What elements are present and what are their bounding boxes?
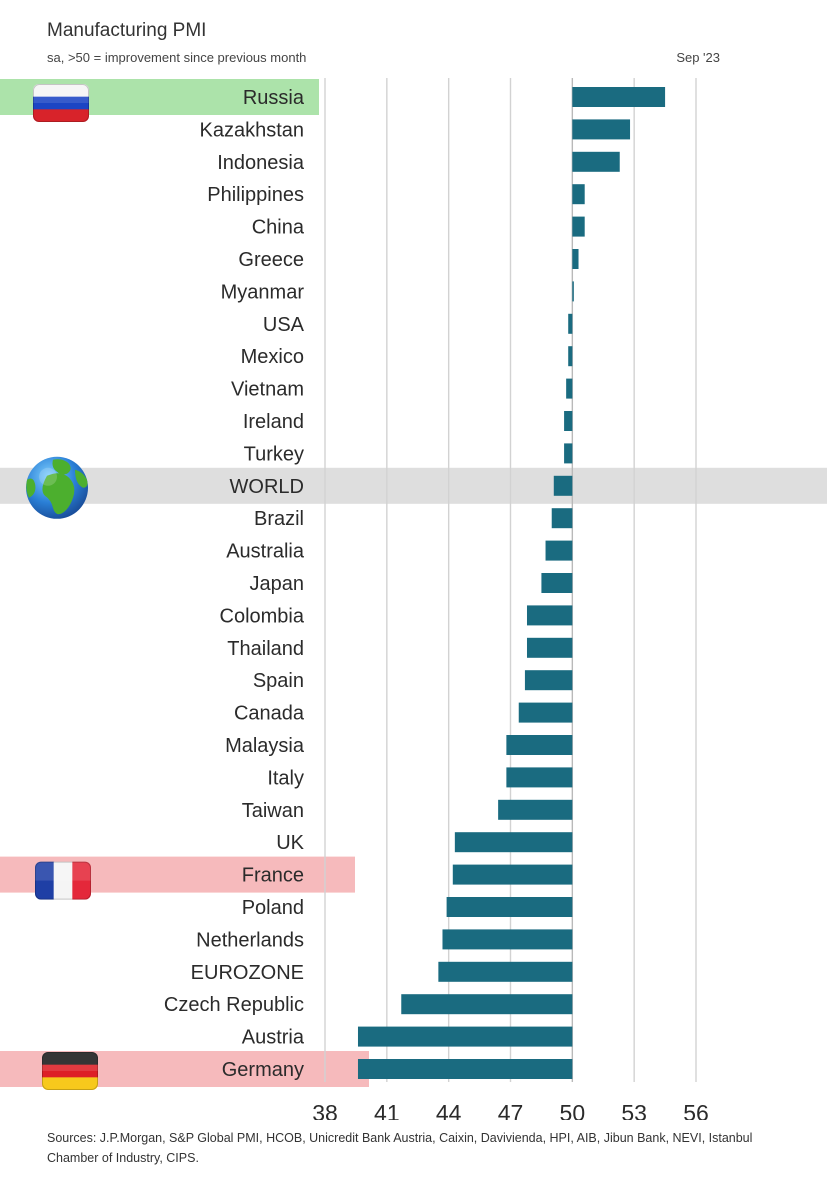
bar-malaysia bbox=[506, 735, 573, 755]
category-label-australia: Australia bbox=[226, 541, 305, 563]
france-flag-icon bbox=[35, 861, 91, 900]
category-label-spain: Spain bbox=[253, 670, 304, 692]
category-label-austria: Austria bbox=[242, 1027, 305, 1049]
category-label-netherlands: Netherlands bbox=[196, 929, 304, 951]
chart-subtitle: sa, >50 = improvement since previous mon… bbox=[47, 50, 307, 65]
pmi-bar-chart: Russia Kazakhstan Indonesia Philippines Chin… bbox=[0, 78, 827, 1120]
category-label-italy: Italy bbox=[267, 767, 304, 789]
category-label-vietnam: Vietnam bbox=[231, 379, 304, 401]
bar-australia bbox=[545, 540, 573, 561]
bar-thailand bbox=[526, 637, 573, 658]
x-tick-label-47: 47 bbox=[498, 1100, 524, 1120]
bar-czech-republic bbox=[401, 994, 573, 1015]
chart-title: Manufacturing PMI bbox=[47, 20, 207, 41]
x-tick-label-44: 44 bbox=[436, 1100, 462, 1120]
category-label-uk: UK bbox=[276, 832, 304, 854]
category-label-malaysia: Malaysia bbox=[225, 735, 305, 757]
germany-flag-icon bbox=[42, 1052, 98, 1090]
category-label-greece: Greece bbox=[238, 249, 304, 271]
category-label-myanmar: Myanmar bbox=[221, 281, 305, 303]
bar-kazakhstan bbox=[572, 119, 631, 140]
category-label-mexico: Mexico bbox=[241, 346, 304, 368]
category-label-colombia: Colombia bbox=[220, 605, 305, 627]
category-label-russia: Russia bbox=[243, 87, 305, 109]
bar-canada bbox=[518, 702, 573, 723]
category-label-france: France bbox=[242, 865, 304, 887]
category-label-canada: Canada bbox=[234, 703, 305, 725]
bar-mexico bbox=[568, 346, 573, 367]
category-label-china: China bbox=[252, 217, 305, 239]
bar-italy bbox=[506, 767, 573, 788]
x-tick-label-41: 41 bbox=[374, 1100, 400, 1120]
bar-world bbox=[553, 475, 573, 496]
source-note: Sources: J.P.Morgan, S&P Global PMI, HCO… bbox=[47, 1131, 753, 1165]
x-tick-label-38: 38 bbox=[312, 1100, 338, 1120]
x-tick-label-50: 50 bbox=[560, 1100, 586, 1120]
bar-taiwan bbox=[498, 799, 573, 820]
globe-icon bbox=[26, 456, 88, 519]
bar-brazil bbox=[551, 508, 573, 529]
bar-france bbox=[452, 864, 573, 885]
bar-netherlands bbox=[442, 929, 573, 950]
bar-ireland bbox=[564, 411, 573, 431]
bar-russia bbox=[572, 87, 666, 107]
bar-turkey bbox=[564, 443, 573, 464]
chart-date: Sep '23 bbox=[676, 50, 720, 65]
x-tick-label-53: 53 bbox=[621, 1100, 647, 1120]
category-label-eurozone: EUROZONE bbox=[191, 962, 304, 984]
category-label-philippines: Philippines bbox=[207, 184, 304, 206]
bar-myanmar bbox=[572, 281, 574, 302]
bar-philippines bbox=[572, 184, 585, 205]
category-label-taiwan: Taiwan bbox=[242, 800, 304, 822]
category-label-thailand: Thailand bbox=[227, 638, 304, 660]
bar-usa bbox=[568, 313, 573, 334]
russia-flag-icon bbox=[33, 84, 89, 122]
bar-germany bbox=[357, 1059, 573, 1079]
category-label-turkey: Turkey bbox=[244, 443, 304, 465]
category-label-kazakhstan: Kazakhstan bbox=[199, 119, 304, 141]
bar-poland bbox=[446, 897, 573, 917]
category-label-ireland: Ireland bbox=[243, 411, 304, 433]
bar-spain bbox=[524, 670, 573, 691]
category-label-japan: Japan bbox=[250, 573, 305, 595]
category-label-poland: Poland bbox=[242, 897, 304, 919]
category-label-usa: USA bbox=[263, 314, 305, 336]
bar-indonesia bbox=[572, 151, 620, 172]
category-label-czech-republic: Czech Republic bbox=[164, 994, 304, 1016]
bar-vietnam bbox=[566, 378, 573, 399]
bar-austria bbox=[357, 1026, 573, 1047]
bar-japan bbox=[541, 573, 573, 593]
category-label-world: WORLD bbox=[230, 476, 304, 498]
bar-greece bbox=[572, 249, 579, 269]
bar-china bbox=[572, 216, 585, 237]
bar-colombia bbox=[526, 605, 573, 626]
category-label-indonesia: Indonesia bbox=[217, 152, 305, 174]
x-tick-label-56: 56 bbox=[683, 1100, 709, 1120]
bar-uk bbox=[454, 832, 573, 853]
highlight-band-world bbox=[0, 467, 827, 504]
category-label-germany: Germany bbox=[222, 1059, 304, 1081]
bar-eurozone bbox=[438, 961, 573, 982]
category-label-brazil: Brazil bbox=[254, 508, 304, 530]
